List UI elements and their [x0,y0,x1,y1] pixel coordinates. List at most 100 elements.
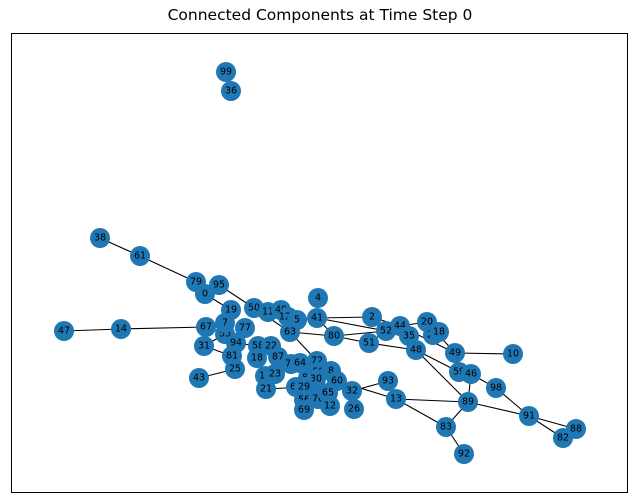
node-64: 64 [290,353,310,373]
node-circle [454,444,474,464]
node-circle [256,379,276,399]
node-label: 65 [322,388,334,399]
node-12: 12 [320,396,340,416]
node-32: 32 [342,381,362,401]
node-label: 80 [328,331,340,342]
node-label: 0 [202,289,208,300]
node-label: 87 [272,352,284,363]
node-13: 13 [386,389,406,409]
node-circle [290,353,310,373]
node-10: 10 [503,344,523,364]
node-label: 44 [394,321,406,332]
node-46: 46 [461,364,481,384]
node-label: 18 [251,353,263,364]
edge-13-89 [395,398,469,403]
node-circle [196,317,216,337]
node-label: 59 [453,367,465,378]
node-label: 72 [311,356,323,367]
node-circle [308,288,328,308]
node-label: 76 [312,394,324,405]
node-63: 63 [280,322,300,342]
node-38: 38 [90,228,110,248]
node-2: 2 [362,307,382,327]
node-label: 92 [458,449,470,460]
node-label: 31 [198,341,210,352]
node-circle [461,364,481,384]
node-label: 32 [346,386,358,397]
edge-14-67 [120,326,207,330]
node-label: 38 [94,233,106,244]
node-48: 48 [406,340,426,360]
node-circle [376,321,396,341]
node-label: 60 [331,376,343,387]
node-circle [307,308,327,328]
edge-61-79 [139,255,197,283]
node-label: 12 [324,401,336,412]
node-label: 63 [284,327,296,338]
node-43: 43 [189,368,209,388]
node-circle [54,321,74,341]
node-label: 5 [294,315,300,326]
node-circle [429,322,449,342]
node-92: 92 [454,444,474,464]
node-41: 41 [307,308,327,328]
node-label: 51 [363,338,375,349]
node-83: 83 [436,417,456,437]
node-label: 41 [311,313,323,324]
node-21: 21 [256,379,276,399]
node-label: 49 [449,348,461,359]
node-circle [458,392,478,412]
node-18b: 18 [247,348,267,368]
node-label: 79 [190,277,202,288]
node-label: 35 [403,331,415,342]
node-label: 47 [58,326,70,337]
node-82: 82 [553,428,573,448]
node-circle [519,406,539,426]
node-93: 93 [378,371,398,391]
node-label: 10 [507,349,519,360]
node-69: 69 [294,400,314,420]
node-circle [320,396,340,416]
chart-title: Connected Components at Time Step 0 [167,6,473,24]
node-label: 64 [294,358,306,369]
node-circle [247,348,267,368]
node-label: 91 [523,411,535,422]
node-label: 46 [465,369,477,380]
edges-layer [63,237,577,455]
node-label: 50 [248,303,260,314]
node-label: 20 [421,317,433,328]
node-label: 36 [225,86,237,97]
node-label: 11 [262,307,274,318]
plot-frame [11,33,628,493]
node-label: 25 [229,364,241,375]
node-circle [130,246,150,266]
node-circle [90,228,110,248]
node-7: 7 [215,313,235,333]
node-label: 23 [269,369,281,380]
node-circle [362,307,382,327]
node-18: 18 [429,322,449,342]
node-circle [486,378,506,398]
node-98: 98 [486,378,506,398]
node-label: 83 [440,422,452,433]
node-circle [195,284,215,304]
node-label: 98 [490,383,502,394]
node-circle [378,371,398,391]
node-circle [221,81,241,101]
edge-48-89 [415,349,469,403]
node-circle [503,344,523,364]
node-label: 89 [462,397,474,408]
node-0: 0 [195,284,215,304]
node-label: 95 [213,280,225,291]
node-label: 19 [225,305,237,316]
node-circle [216,62,236,82]
node-31: 31 [194,336,214,356]
node-label: 29 [298,382,310,393]
node-label: 69 [298,405,310,416]
node-label: 15 [259,371,271,382]
node-label: 52 [380,326,392,337]
node-26: 26 [344,399,364,419]
node-77: 77 [235,318,255,338]
node-89: 89 [458,392,478,412]
